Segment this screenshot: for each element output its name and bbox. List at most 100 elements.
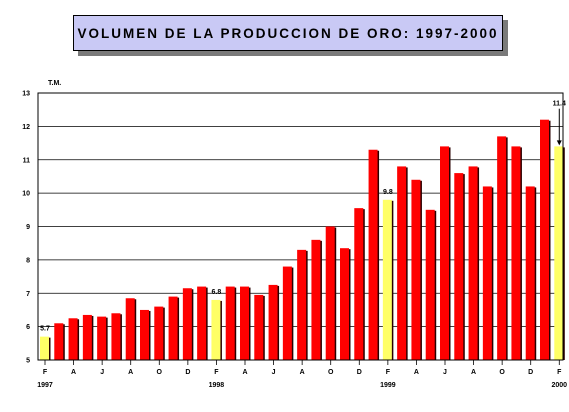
x-tick-label: D	[528, 369, 533, 376]
bar-shadow	[448, 147, 451, 360]
x-tick-label: D	[357, 369, 362, 376]
bar	[140, 309, 149, 360]
y-tick-label: 6	[26, 324, 30, 331]
bar-shadow	[419, 180, 422, 360]
x-tick-label: F	[557, 369, 562, 376]
x-tick-label: F	[43, 369, 48, 376]
y-tick-label: 11	[23, 157, 31, 164]
x-tick-label: O	[157, 369, 163, 376]
bar	[97, 316, 107, 360]
bar	[297, 249, 307, 360]
bar-shadow	[477, 167, 480, 360]
year-label: 2000	[551, 382, 567, 389]
y-axis-label: T.M.	[48, 80, 61, 87]
x-tick-label: F	[386, 369, 391, 376]
bar-shadow	[305, 250, 308, 360]
annotations: 5.7 6.8 9.8 11.4	[40, 101, 566, 333]
bar-shadow	[391, 200, 394, 360]
bar	[82, 314, 92, 360]
bar	[197, 286, 207, 360]
y-tick-label: 12	[22, 124, 30, 131]
bar	[440, 146, 449, 360]
bar	[425, 209, 435, 360]
bar	[268, 284, 278, 360]
bar-shadow	[162, 307, 165, 360]
axes: 5 6 7 8 9 10 11 12 13 F A J A O D F A J A O D F A J A O D F 1997 1998…	[22, 91, 567, 390]
bar-shadow	[505, 137, 508, 360]
x-tick-label: O	[328, 369, 334, 376]
bar	[540, 119, 549, 360]
x-tick-label: A	[300, 369, 305, 376]
bar-shadow	[519, 147, 522, 360]
x-tick-label: A	[71, 369, 76, 376]
year-label: 1998	[209, 382, 225, 389]
bar	[497, 136, 507, 360]
x-tick-label: J	[100, 369, 104, 376]
bar	[311, 239, 321, 360]
bar	[482, 186, 492, 360]
bar	[211, 299, 221, 360]
bar	[254, 294, 264, 360]
bar-shadow	[362, 209, 365, 360]
bar	[354, 208, 364, 360]
y-tick-label: 10	[22, 191, 30, 198]
bar-shadow	[48, 337, 51, 360]
bar-shadow	[548, 120, 551, 360]
bar-shadow	[119, 314, 122, 360]
x-tick-label: A	[414, 369, 419, 376]
bar	[40, 336, 49, 360]
bar	[411, 179, 421, 360]
bar	[182, 288, 192, 360]
arrow-head-icon	[556, 140, 562, 146]
bar-shadow	[405, 167, 408, 360]
plot-frame	[37, 92, 564, 361]
bar	[454, 173, 464, 360]
y-tick-label: 5	[26, 358, 30, 365]
bar	[554, 146, 564, 360]
bar-shadow	[434, 210, 437, 360]
bar-shadow	[319, 240, 322, 360]
bar-shadow	[491, 187, 494, 360]
bar-shadow	[534, 187, 537, 360]
bar-shadow	[462, 174, 465, 360]
bar	[511, 146, 521, 360]
bar-shadow	[191, 289, 194, 360]
bar-shadow	[562, 147, 565, 360]
bar-shadow	[334, 227, 337, 360]
bar-shadow	[62, 324, 65, 360]
bar-shadow	[248, 287, 251, 360]
y-tick-label: 13	[22, 91, 30, 98]
x-tick-label: J	[443, 369, 447, 376]
data-label: 9.8	[383, 189, 393, 196]
bar	[225, 286, 235, 360]
bar	[125, 298, 135, 360]
bar-shadow	[77, 319, 80, 360]
bar	[282, 266, 292, 360]
bar-shadow	[377, 150, 380, 360]
bar	[154, 306, 164, 360]
x-tick-label: A	[128, 369, 133, 376]
bar	[525, 186, 535, 360]
year-label: 1997	[37, 382, 53, 389]
bar	[240, 286, 249, 360]
bar	[382, 199, 392, 360]
y-tick-label: 7	[26, 291, 30, 298]
bar-shadow	[291, 267, 294, 360]
bar	[368, 149, 378, 360]
bar-shadow	[234, 287, 237, 360]
bar	[397, 166, 407, 360]
data-label: 11.4	[553, 101, 566, 108]
bar-shadow	[177, 297, 180, 360]
bar-shadow	[219, 300, 222, 360]
bar	[54, 323, 64, 360]
year-label: 1999	[380, 382, 396, 389]
bar	[111, 313, 121, 360]
x-tick-label: J	[272, 369, 276, 376]
bar	[468, 166, 478, 360]
bar-shadow	[91, 315, 94, 360]
bar	[168, 296, 178, 360]
bar-shadow	[262, 295, 265, 360]
bar	[68, 318, 78, 360]
bar	[340, 248, 349, 360]
